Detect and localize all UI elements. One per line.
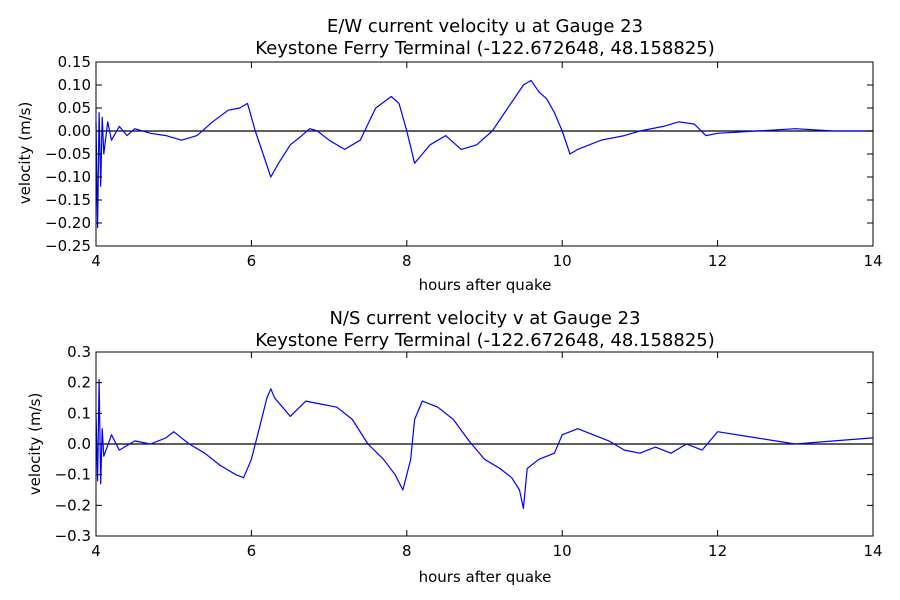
ew-y-axis-label: velocity (m/s) (16, 102, 34, 205)
ew-x-tick-label: 6 (247, 252, 257, 270)
ew-plot-area: 4 6 8 10 12 14 −0.25 −0.20 −0.15 −0.10 −0.05 0.00 0.… (45, 53, 883, 270)
ew-chart-title: E/W current velocity u at Gauge 23 (327, 16, 643, 37)
ns-chart-subtitle: Keystone Ferry Terminal (-122.672648, 48… (255, 330, 715, 351)
ew-axes-frame (95, 61, 874, 247)
ns-y-axis-label: velocity (m/s) (26, 393, 44, 496)
ns-x-tick-label: 12 (708, 542, 727, 560)
ns-y-tick-label: −0.2 (55, 496, 91, 514)
ns-plot-area: 4 6 8 10 12 14 −0.3 −0.2 −0.1 0.0 0.1 0.2 0.3 (55, 343, 883, 560)
ns-y-tick-label: 0.2 (67, 374, 91, 392)
ns-x-tick-label: 14 (863, 542, 882, 560)
ns-y-tick-label: 0.1 (67, 404, 91, 422)
ew-chart-subtitle: Keystone Ferry Terminal (-122.672648, 48… (255, 38, 715, 59)
ns-y-tick-label: −0.1 (55, 466, 91, 484)
ew-x-tick-label: 4 (91, 252, 101, 270)
ew-x-tick-label: 14 (863, 252, 882, 270)
ns-x-tick-label: 4 (91, 542, 101, 560)
ns-y-tick-label: −0.3 (55, 527, 91, 545)
ew-y-tick-label: 0.10 (58, 76, 91, 94)
ew-y-tick-label: −0.05 (45, 145, 91, 163)
ns-x-axis-label: hours after quake (419, 568, 552, 586)
ew-y-tick-label: −0.25 (45, 237, 91, 255)
ns-velocity-panel: N/S current velocity v at Gauge 23 Keyst… (26, 308, 883, 586)
ew-x-tick-label: 8 (402, 252, 412, 270)
ns-x-tick-label: 10 (553, 542, 572, 560)
ew-y-tick-label: −0.20 (45, 214, 91, 232)
ew-velocity-panel: E/W current velocity u at Gauge 23 Keyst… (16, 16, 883, 294)
ew-y-tick-label: 0.15 (58, 53, 91, 71)
ew-y-tick-label: −0.15 (45, 191, 91, 209)
ew-y-tick-label: −0.10 (45, 168, 91, 186)
ns-y-tick-label: 0.0 (67, 435, 91, 453)
ns-chart-title: N/S current velocity v at Gauge 23 (329, 308, 640, 329)
ew-x-axis-label: hours after quake (419, 276, 552, 294)
ew-y-tick-label: 0.05 (58, 99, 91, 117)
ns-x-tick-label: 8 (402, 542, 412, 560)
ns-x-tick-label: 6 (247, 542, 257, 560)
ns-y-tick-label: 0.3 (67, 343, 91, 361)
ew-velocity-series-line (95, 79, 873, 229)
ew-x-tick-label: 10 (553, 252, 572, 270)
ew-x-tick-label: 12 (708, 252, 727, 270)
ns-velocity-series-line (95, 379, 874, 509)
ew-y-tick-label: 0.00 (58, 122, 91, 140)
